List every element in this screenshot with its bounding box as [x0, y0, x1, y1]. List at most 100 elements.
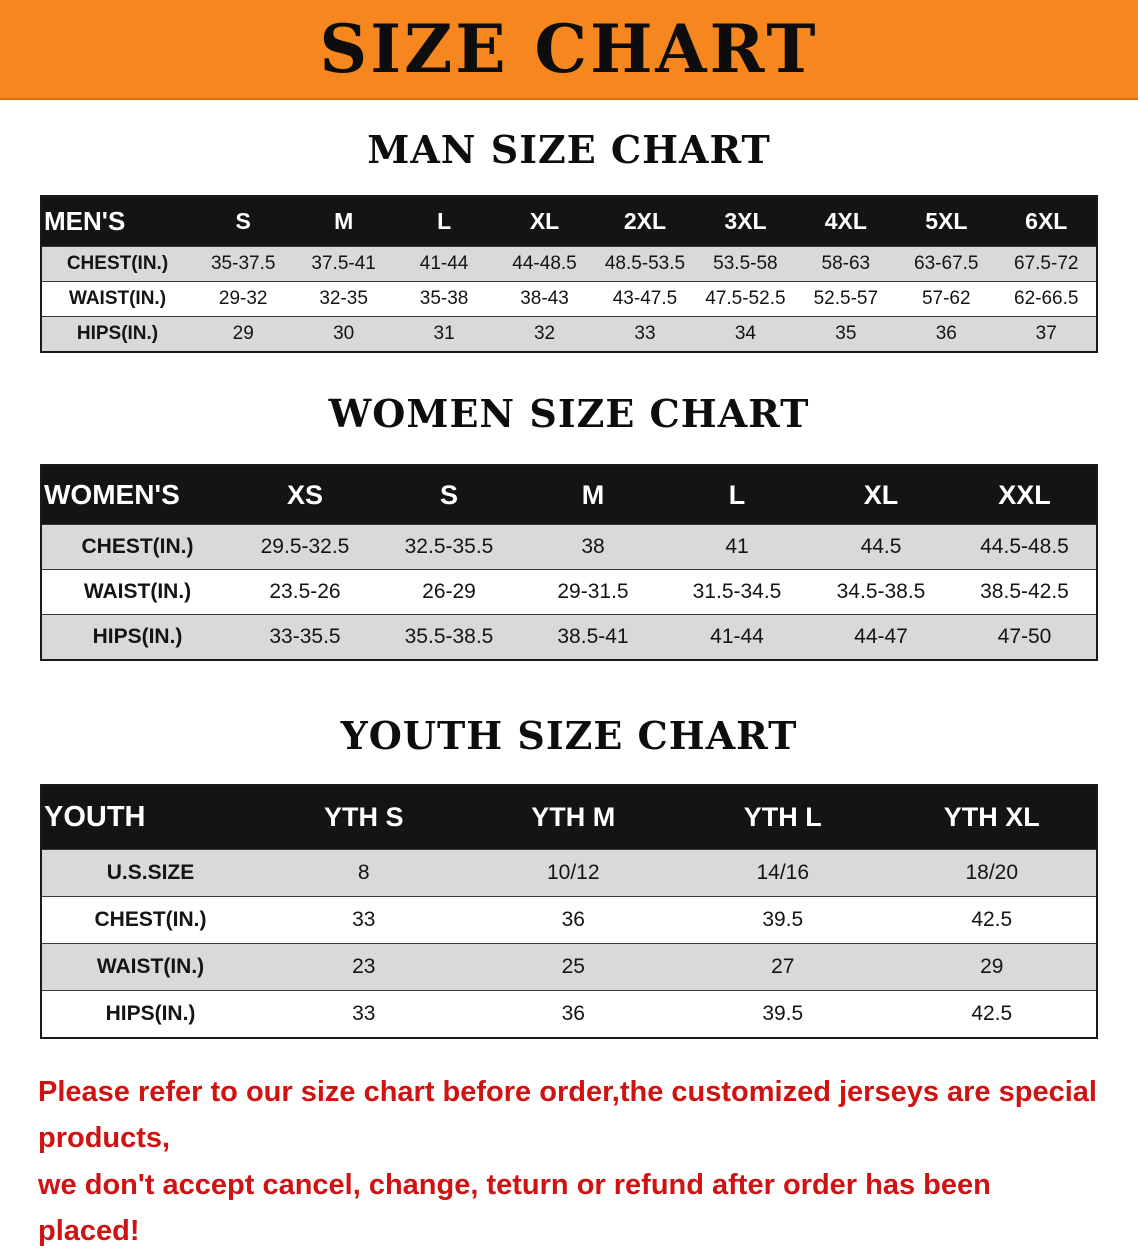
womens-group-label: WOMEN'S — [41, 465, 233, 525]
measurement-value: 38.5-41 — [521, 614, 665, 660]
measurement-label: WAIST(IN.) — [41, 569, 233, 615]
measurement-value: 23.5-26 — [233, 569, 377, 615]
measurement-value: 33-35.5 — [233, 614, 377, 660]
measurement-value: 36 — [468, 896, 678, 944]
measurement-value: 42.5 — [887, 990, 1097, 1038]
measurement-value: 38-43 — [494, 281, 595, 317]
measurement-row: WAIST(IN.) 23.5-26 26-29 29-31.5 31.5-34.5 34… — [41, 569, 1097, 615]
measurement-value: 33 — [259, 990, 469, 1038]
measurement-label: U.S.SIZE — [41, 849, 259, 897]
measurement-value: 67.5-72 — [996, 246, 1097, 282]
measurement-label: HIPS(IN.) — [41, 316, 193, 352]
womens-section: WOMEN SIZE CHART WOMEN'S XS S M L XL XXL CHEST(I… — [0, 391, 1138, 661]
measurement-value: 29-32 — [193, 281, 294, 317]
size-column-header: XL — [494, 196, 595, 247]
measurement-value: 37.5-41 — [293, 246, 394, 282]
measurement-value: 38.5-42.5 — [953, 569, 1097, 615]
measurement-value: 32.5-35.5 — [377, 524, 521, 570]
size-column-header: YTH S — [259, 785, 469, 850]
measurement-value: 34 — [695, 316, 796, 352]
size-column-header: XS — [233, 465, 377, 525]
measurement-label: CHEST(IN.) — [41, 896, 259, 944]
womens-heading: WOMEN SIZE CHART — [328, 391, 810, 436]
measurement-value: 63-67.5 — [896, 246, 997, 282]
banner: SIZE CHART — [0, 0, 1138, 100]
disclaimer-line-1: Please refer to our size chart before or… — [38, 1076, 1097, 1155]
measurement-value: 35-37.5 — [193, 246, 294, 282]
measurement-value: 34.5-38.5 — [809, 569, 953, 615]
measurement-value: 18/20 — [887, 849, 1097, 897]
measurement-value: 41-44 — [665, 614, 809, 660]
measurement-value: 47-50 — [953, 614, 1097, 660]
mens-section: MAN SIZE CHART MEN'S S M L XL 2XL 3XL 4XL 5XL 6XL C… — [0, 127, 1138, 353]
measurement-row: WAIST(IN.) 23 25 27 29 — [41, 943, 1097, 991]
measurement-value: 52.5-57 — [795, 281, 897, 317]
measurement-label: CHEST(IN.) — [41, 524, 233, 570]
measurement-value: 32 — [494, 316, 595, 352]
measurement-label: WAIST(IN.) — [41, 943, 259, 991]
mens-group-label: MEN'S — [41, 196, 193, 247]
measurement-value: 31.5-34.5 — [665, 569, 809, 615]
measurement-value: 62-66.5 — [996, 281, 1097, 317]
measurement-row: CHEST(IN.) 35-37.5 37.5-41 41-44 44-48.5 48.5… — [41, 246, 1097, 282]
measurement-value: 29-31.5 — [521, 569, 665, 615]
disclaimer: Please refer to our size chart before or… — [38, 1069, 1100, 1255]
size-column-header: 2XL — [594, 196, 696, 247]
mens-size-table: MEN'S S M L XL 2XL 3XL 4XL 5XL 6XL CHEST(IN.) 35-37… — [40, 195, 1098, 353]
youth-size-table: YOUTH YTH S YTH M YTH L YTH XL U.S.SIZE 8 10/12… — [40, 784, 1098, 1039]
measurement-label: WAIST(IN.) — [41, 281, 193, 317]
measurement-row: CHEST(IN.) 33 36 39.5 42.5 — [41, 896, 1097, 944]
measurement-value: 44-47 — [809, 614, 953, 660]
measurement-value: 44.5-48.5 — [953, 524, 1097, 570]
measurement-value: 39.5 — [678, 990, 888, 1038]
measurement-value: 44-48.5 — [494, 246, 595, 282]
measurement-row: U.S.SIZE 8 10/12 14/16 18/20 — [41, 849, 1097, 897]
size-column-header: L — [393, 196, 495, 247]
size-column-header: XL — [809, 465, 953, 525]
measurement-row: HIPS(IN.) 33-35.5 35.5-38.5 38.5-41 41-44 44-… — [41, 614, 1097, 660]
measurement-value: 44.5 — [809, 524, 953, 570]
size-column-header: M — [293, 196, 394, 247]
size-column-header: 5XL — [896, 196, 997, 247]
size-column-header: XXL — [953, 465, 1097, 525]
measurement-value: 47.5-52.5 — [695, 281, 796, 317]
measurement-value: 32-35 — [293, 281, 394, 317]
measurement-row: WAIST(IN.) 29-32 32-35 35-38 38-43 43-47.5 47.… — [41, 281, 1097, 317]
measurement-value: 58-63 — [795, 246, 897, 282]
measurement-value: 31 — [393, 316, 495, 352]
measurement-value: 36 — [468, 990, 678, 1038]
size-column-header: YTH M — [468, 785, 678, 850]
measurement-value: 39.5 — [678, 896, 888, 944]
measurement-value: 29 — [887, 943, 1097, 991]
size-column-header: 3XL — [695, 196, 796, 247]
measurement-row: HIPS(IN.) 33 36 39.5 42.5 — [41, 990, 1097, 1038]
measurement-value: 43-47.5 — [594, 281, 696, 317]
measurement-value: 48.5-53.5 — [594, 246, 696, 282]
measurement-value: 14/16 — [678, 849, 888, 897]
size-column-header: YTH L — [678, 785, 888, 850]
table-header-row: WOMEN'S XS S M L XL XXL — [41, 465, 1097, 525]
size-column-header: 6XL — [996, 196, 1097, 247]
youth-heading: YOUTH SIZE CHART — [340, 713, 798, 758]
table-header-row: YOUTH YTH S YTH M YTH L YTH XL — [41, 785, 1097, 850]
measurement-value: 25 — [468, 943, 678, 991]
measurement-value: 35-38 — [393, 281, 495, 317]
measurement-label: CHEST(IN.) — [41, 246, 193, 282]
size-chart-sections: MAN SIZE CHART MEN'S S M L XL 2XL 3XL 4XL 5XL 6XL C… — [0, 127, 1138, 1039]
size-column-header: 4XL — [795, 196, 897, 247]
measurement-value: 36 — [896, 316, 997, 352]
size-column-header: S — [377, 465, 521, 525]
measurement-row: HIPS(IN.) 29 30 31 32 33 34 35 36 37 — [41, 316, 1097, 352]
measurement-value: 29.5-32.5 — [233, 524, 377, 570]
measurement-value: 33 — [259, 896, 469, 944]
youth-section: YOUTH SIZE CHART YOUTH YTH S YTH M YTH L YTH … — [0, 713, 1138, 1039]
page-title: SIZE CHART — [319, 10, 819, 88]
size-column-header: YTH XL — [887, 785, 1097, 850]
measurement-value: 10/12 — [468, 849, 678, 897]
measurement-value: 8 — [259, 849, 469, 897]
measurement-value: 42.5 — [887, 896, 1097, 944]
measurement-label: HIPS(IN.) — [41, 614, 233, 660]
measurement-value: 38 — [521, 524, 665, 570]
womens-size-table: WOMEN'S XS S M L XL XXL CHEST(IN.) 29.5-32.5 32.5… — [40, 464, 1098, 661]
